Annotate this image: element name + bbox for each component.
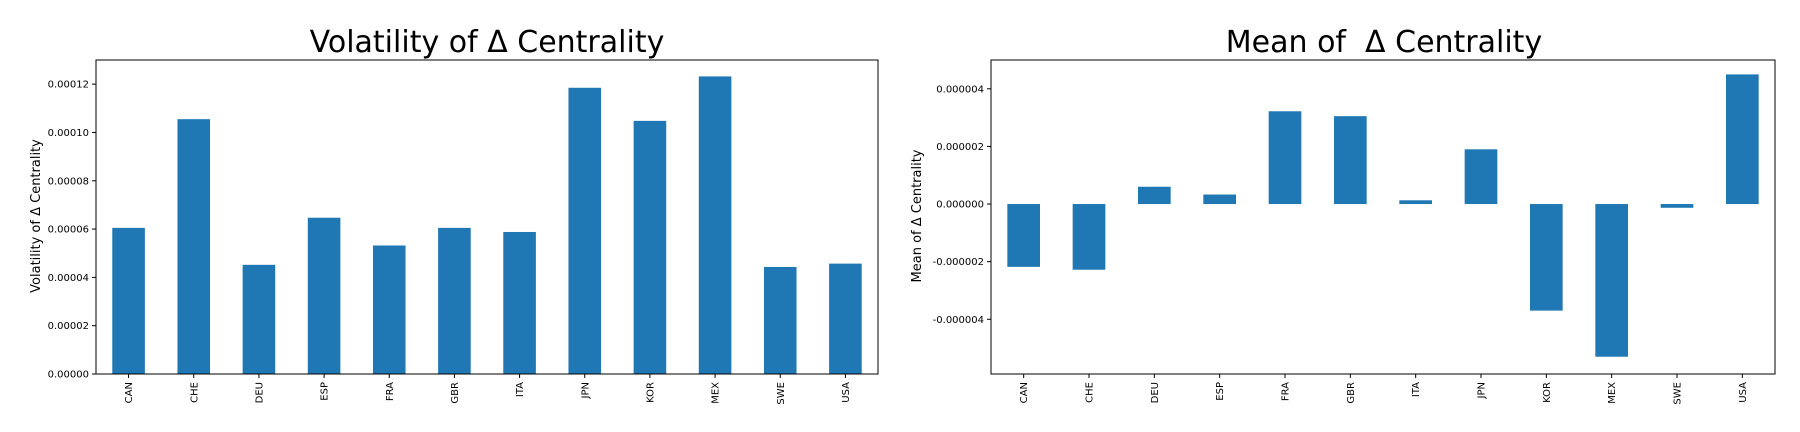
mean-bar-deu [1138,186,1171,205]
chart-volatility-title: Volatility of Δ Centrality [310,25,665,60]
chart-mean-title: Mean of Δ Centrality [1226,25,1542,60]
volatility-xtick-label: USA [841,382,852,403]
mean-xtick-label: CHE [1085,382,1096,403]
mean-xtick-label: ESP [1215,382,1226,401]
mean-xtick-label: JPN [1477,382,1488,399]
volatility-xtick-label: DEU [254,382,265,403]
mean-bar-jpn [1464,149,1498,205]
volatility-xtick-label: ITA [515,382,526,397]
mean-ytick-label: 0.000002 [936,142,984,153]
mean-bar-gbr [1334,116,1367,205]
chart-volatility-plot-area: 0.00000 0.00002 0.00004 0.00006 0.00008 0.000… [48,59,879,405]
mean-bar-can [1007,204,1040,267]
mean-xtick-label: MEX [1607,382,1618,404]
volatility-axes-frame [95,59,879,375]
mean-xtick-label: USA [1738,382,1749,403]
volatility-bar-jpn [568,87,602,375]
mean-xtick-label: SWE [1673,382,1684,405]
volatility-ytick-label: 0.00012 [48,80,89,91]
volatility-ytick-label: 0.00010 [48,128,89,139]
mean-xtick-label: ITA [1411,382,1422,397]
mean-bar-che [1072,204,1106,270]
volatility-bar-usa [829,263,862,374]
volatility-xtick-label: CAN [124,382,135,403]
mean-xtick-label: DEU [1150,382,1161,403]
volatility-ytick-label: 0.00002 [48,321,89,332]
mean-xtick-label: FRA [1281,382,1292,401]
mean-bar-usa [1726,74,1759,205]
volatility-xtick-label: CHE [189,382,200,403]
mean-bar-swe [1660,204,1694,208]
volatility-ytick-label: 0.00008 [48,176,89,187]
mean-axes-frame [990,59,1776,375]
volatility-xtick-label: ESP [320,382,331,401]
volatility-bar-deu [242,264,276,374]
volatility-ytick-label: 0.00004 [48,273,89,284]
chart-volatility: Volatility of Δ Centrality Volatility of… [29,25,879,405]
volatility-bar-esp [307,217,341,374]
volatility-bar-gbr [438,227,471,374]
volatility-xtick-label: GBR [450,382,461,404]
volatility-bar-fra [372,245,406,374]
volatility-xtick-label: FRA [385,382,396,401]
chart-mean-ylabel: Mean of Δ Centrality [910,149,925,282]
chart-mean: Mean of Δ Centrality Mean of Δ Centralit… [910,25,1776,405]
mean-ytick-label: 0.000000 [936,200,984,211]
mean-bar-mex [1595,204,1628,357]
mean-ytick-label: 0.000004 [936,84,984,95]
volatility-ytick-label: 0.00006 [48,225,89,236]
volatility-bar-ita [503,231,536,374]
volatility-bar-kor [633,120,667,374]
mean-ytick-label: -0.000002 [933,257,984,268]
volatility-ytick-label: 0.00000 [48,370,89,381]
volatility-xtick-label: SWE [776,382,787,405]
volatility-xtick-label: JPN [580,382,591,399]
volatility-bar-swe [763,266,797,374]
chart-volatility-ylabel: Volatility of Δ Centrality [29,139,44,293]
volatility-xtick-label: MEX [711,382,722,404]
volatility-bar-che [177,119,211,374]
mean-bar-kor [1530,204,1563,311]
mean-xtick-label: CAN [1019,382,1030,403]
mean-bar-ita [1399,200,1432,205]
volatility-bar-mex [698,76,732,374]
mean-bar-fra [1268,111,1302,205]
chart-mean-plot-area: -0.000004 -0.000002 0.000000 0.000002 0.0000… [933,59,1776,405]
mean-ytick-label: -0.000004 [933,315,984,326]
volatility-bar-can [112,227,145,374]
mean-xtick-label: KOR [1542,382,1553,403]
mean-bar-esp [1203,194,1236,205]
mean-xtick-label: GBR [1346,382,1357,404]
volatility-xtick-label: KOR [645,382,656,403]
